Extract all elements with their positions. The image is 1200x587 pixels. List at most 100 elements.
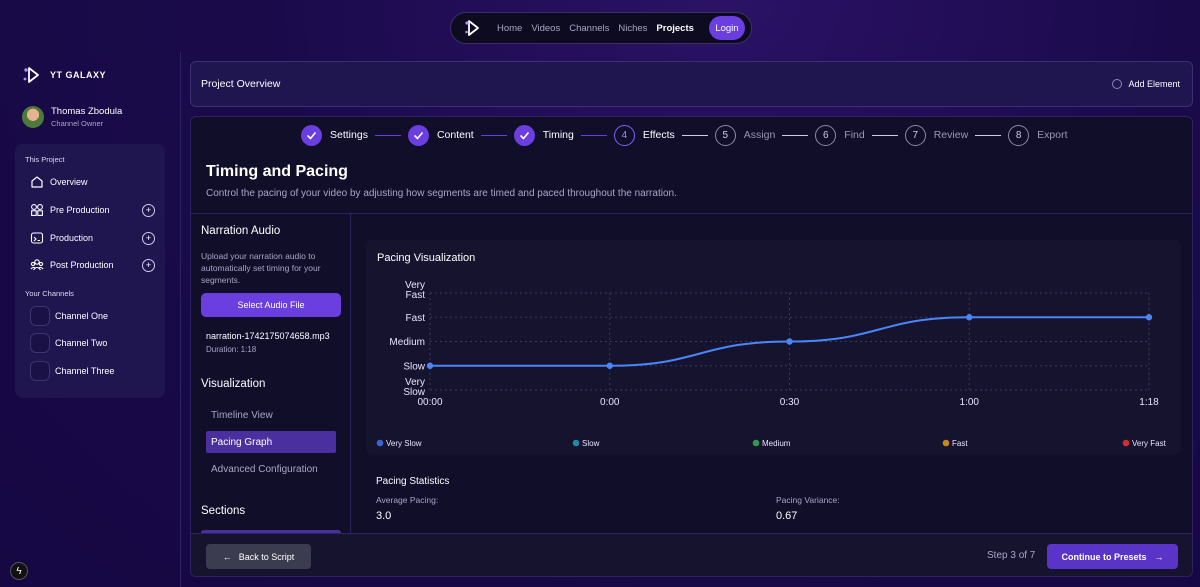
- step-find[interactable]: 6 Find: [815, 124, 904, 146]
- add-production-button[interactable]: +: [142, 231, 155, 245]
- audio-duration: Duration: 1:18: [206, 345, 257, 354]
- main-card: Settings Content Timing 4 Effects 5 Assi…: [190, 116, 1193, 577]
- data-point: [1145, 314, 1153, 321]
- user-profile[interactable]: Thomas Zbodula Channel Owner: [22, 106, 122, 128]
- step-label: Timing: [542, 129, 574, 141]
- pacing-chart: Very Slow Slow Medium Fast Very Fast 00:00 0:00 0…: [376, 280, 1167, 448]
- channel-item[interactable]: Channel One: [30, 306, 108, 326]
- step-connector: [975, 134, 1002, 136]
- sidebar-item-overview[interactable]: Overview: [30, 175, 155, 189]
- your-channels-title: Your Channels: [25, 289, 74, 298]
- chart-title: Pacing Visualization: [377, 252, 476, 264]
- step-assign[interactable]: 5 Assign: [714, 124, 816, 146]
- legend-marker: [942, 439, 950, 447]
- left-column: Narration Audio Upload your narration au…: [191, 213, 351, 540]
- people-icon: [30, 258, 44, 272]
- brand[interactable]: YT GALAXY: [22, 66, 106, 84]
- viz-option-pacing-graph[interactable]: Pacing Graph: [206, 431, 336, 453]
- step-content[interactable]: Content: [407, 124, 514, 146]
- step-review[interactable]: 7 Review: [904, 124, 1008, 146]
- login-button[interactable]: Login: [708, 16, 745, 40]
- home-icon: [30, 175, 44, 189]
- legend-label: Slow: [582, 439, 600, 448]
- nav-channels[interactable]: Channels: [569, 22, 610, 34]
- channel-label: Channel Three: [55, 366, 115, 376]
- x-tick-label: 00:00: [417, 397, 442, 408]
- nav-projects[interactable]: Projects: [656, 22, 694, 34]
- brand-logo-icon: [22, 66, 42, 84]
- step-connector: [374, 134, 401, 136]
- right-column: Pacing Visualization Very Slow Slow Medium F…: [351, 213, 1192, 533]
- sidebar-item-production[interactable]: Production +: [30, 231, 155, 245]
- x-tick-label: 1:00: [960, 397, 980, 408]
- data-point: [966, 314, 973, 321]
- check-icon: [513, 124, 535, 146]
- narration-description: Upload your narration audio to automatic…: [201, 251, 321, 285]
- pacing-variance-label: Pacing Variance:: [776, 495, 840, 505]
- pacing-chart-card: Pacing Visualization Very Slow Slow Medium F…: [366, 240, 1181, 454]
- legend-label: Very Fast: [1132, 439, 1167, 448]
- project-header: Project Overview Add Element: [190, 61, 1193, 107]
- sidebar-item-post-production[interactable]: Post Production +: [30, 258, 155, 272]
- step-label: Assign: [743, 129, 776, 141]
- channel-label: Channel Two: [55, 338, 108, 348]
- x-tick-label: 1:18: [1139, 397, 1159, 408]
- sidebar-item-label: Pre Production: [50, 205, 110, 215]
- this-project-title: This Project: [25, 155, 65, 164]
- footer-bar: ← Back to Script Step 3 of 7 Continue to…: [191, 533, 1192, 576]
- sidebar-item-pre-production[interactable]: Pre Production +: [30, 203, 155, 217]
- channel-item[interactable]: Channel Three: [30, 361, 114, 381]
- check-icon: [407, 124, 429, 146]
- legend-marker: [572, 439, 580, 447]
- viz-option-timeline[interactable]: Timeline View: [211, 409, 273, 421]
- legend-label: Fast: [952, 439, 968, 448]
- channel-thumbnail: [30, 361, 50, 381]
- brand-name: YT GALAXY: [50, 70, 107, 80]
- section-subtitle: Control the pacing of your video by adju…: [206, 188, 677, 199]
- x-tick-label: 0:30: [780, 397, 800, 408]
- step-connector: [580, 134, 607, 136]
- viz-option-advanced[interactable]: Advanced Configuration: [211, 463, 318, 475]
- channel-thumbnail: [30, 333, 50, 353]
- legend-label: Very Slow: [386, 439, 422, 448]
- step-effects[interactable]: 4 Effects: [613, 124, 715, 146]
- sidebar-item-label: Post Production: [50, 260, 114, 270]
- sections-heading: Sections: [201, 505, 246, 517]
- step-timing[interactable]: Timing: [513, 124, 614, 146]
- user-name: Thomas Zbodula: [51, 106, 123, 117]
- top-nav: Home Videos Channels Niches Projects Log…: [450, 12, 752, 44]
- nav-home[interactable]: Home: [497, 22, 523, 34]
- step-export[interactable]: 8 Export: [1008, 124, 1068, 146]
- logo-icon[interactable]: [463, 18, 483, 38]
- section-title: Timing and Pacing: [206, 163, 348, 180]
- nav-videos[interactable]: Videos: [531, 22, 561, 34]
- select-audio-button[interactable]: Select Audio File: [201, 293, 341, 317]
- bolt-icon[interactable]: ϟ: [10, 562, 28, 580]
- sidebar-item-label: Production: [50, 233, 94, 243]
- step-number: 7: [904, 124, 926, 146]
- channel-item[interactable]: Channel Two: [30, 333, 107, 353]
- continue-to-presets-button[interactable]: Continue to Presets →: [1047, 544, 1178, 569]
- step-connector: [871, 134, 898, 136]
- back-to-script-button[interactable]: ← Back to Script: [206, 544, 311, 569]
- step-connector: [782, 134, 809, 136]
- back-label: Back to Script: [238, 551, 295, 562]
- channel-thumbnail: [30, 306, 50, 326]
- avg-pacing-label: Average Pacing:: [376, 495, 439, 505]
- y-tick-label: Slow: [403, 361, 425, 372]
- step-label: Find: [844, 129, 865, 141]
- continue-label: Continue to Presets: [1061, 551, 1147, 562]
- step-number: 5: [714, 124, 736, 146]
- step-count: Step 3 of 7: [987, 550, 1036, 561]
- step-settings[interactable]: Settings: [301, 124, 408, 146]
- y-tick-label: Fast: [406, 313, 426, 324]
- x-tick-label: 0:00: [600, 397, 620, 408]
- avg-pacing-value: 3.0: [376, 510, 392, 522]
- data-point: [426, 362, 434, 369]
- add-post-production-button[interactable]: +: [142, 258, 155, 272]
- audio-file-name: narration-1742175074658.mp3: [206, 331, 330, 341]
- add-element-toggle[interactable]: Add Element: [1112, 79, 1180, 89]
- nav-niches[interactable]: Niches: [618, 22, 648, 34]
- grid-icon: [30, 203, 44, 217]
- add-pre-production-button[interactable]: +: [142, 203, 155, 217]
